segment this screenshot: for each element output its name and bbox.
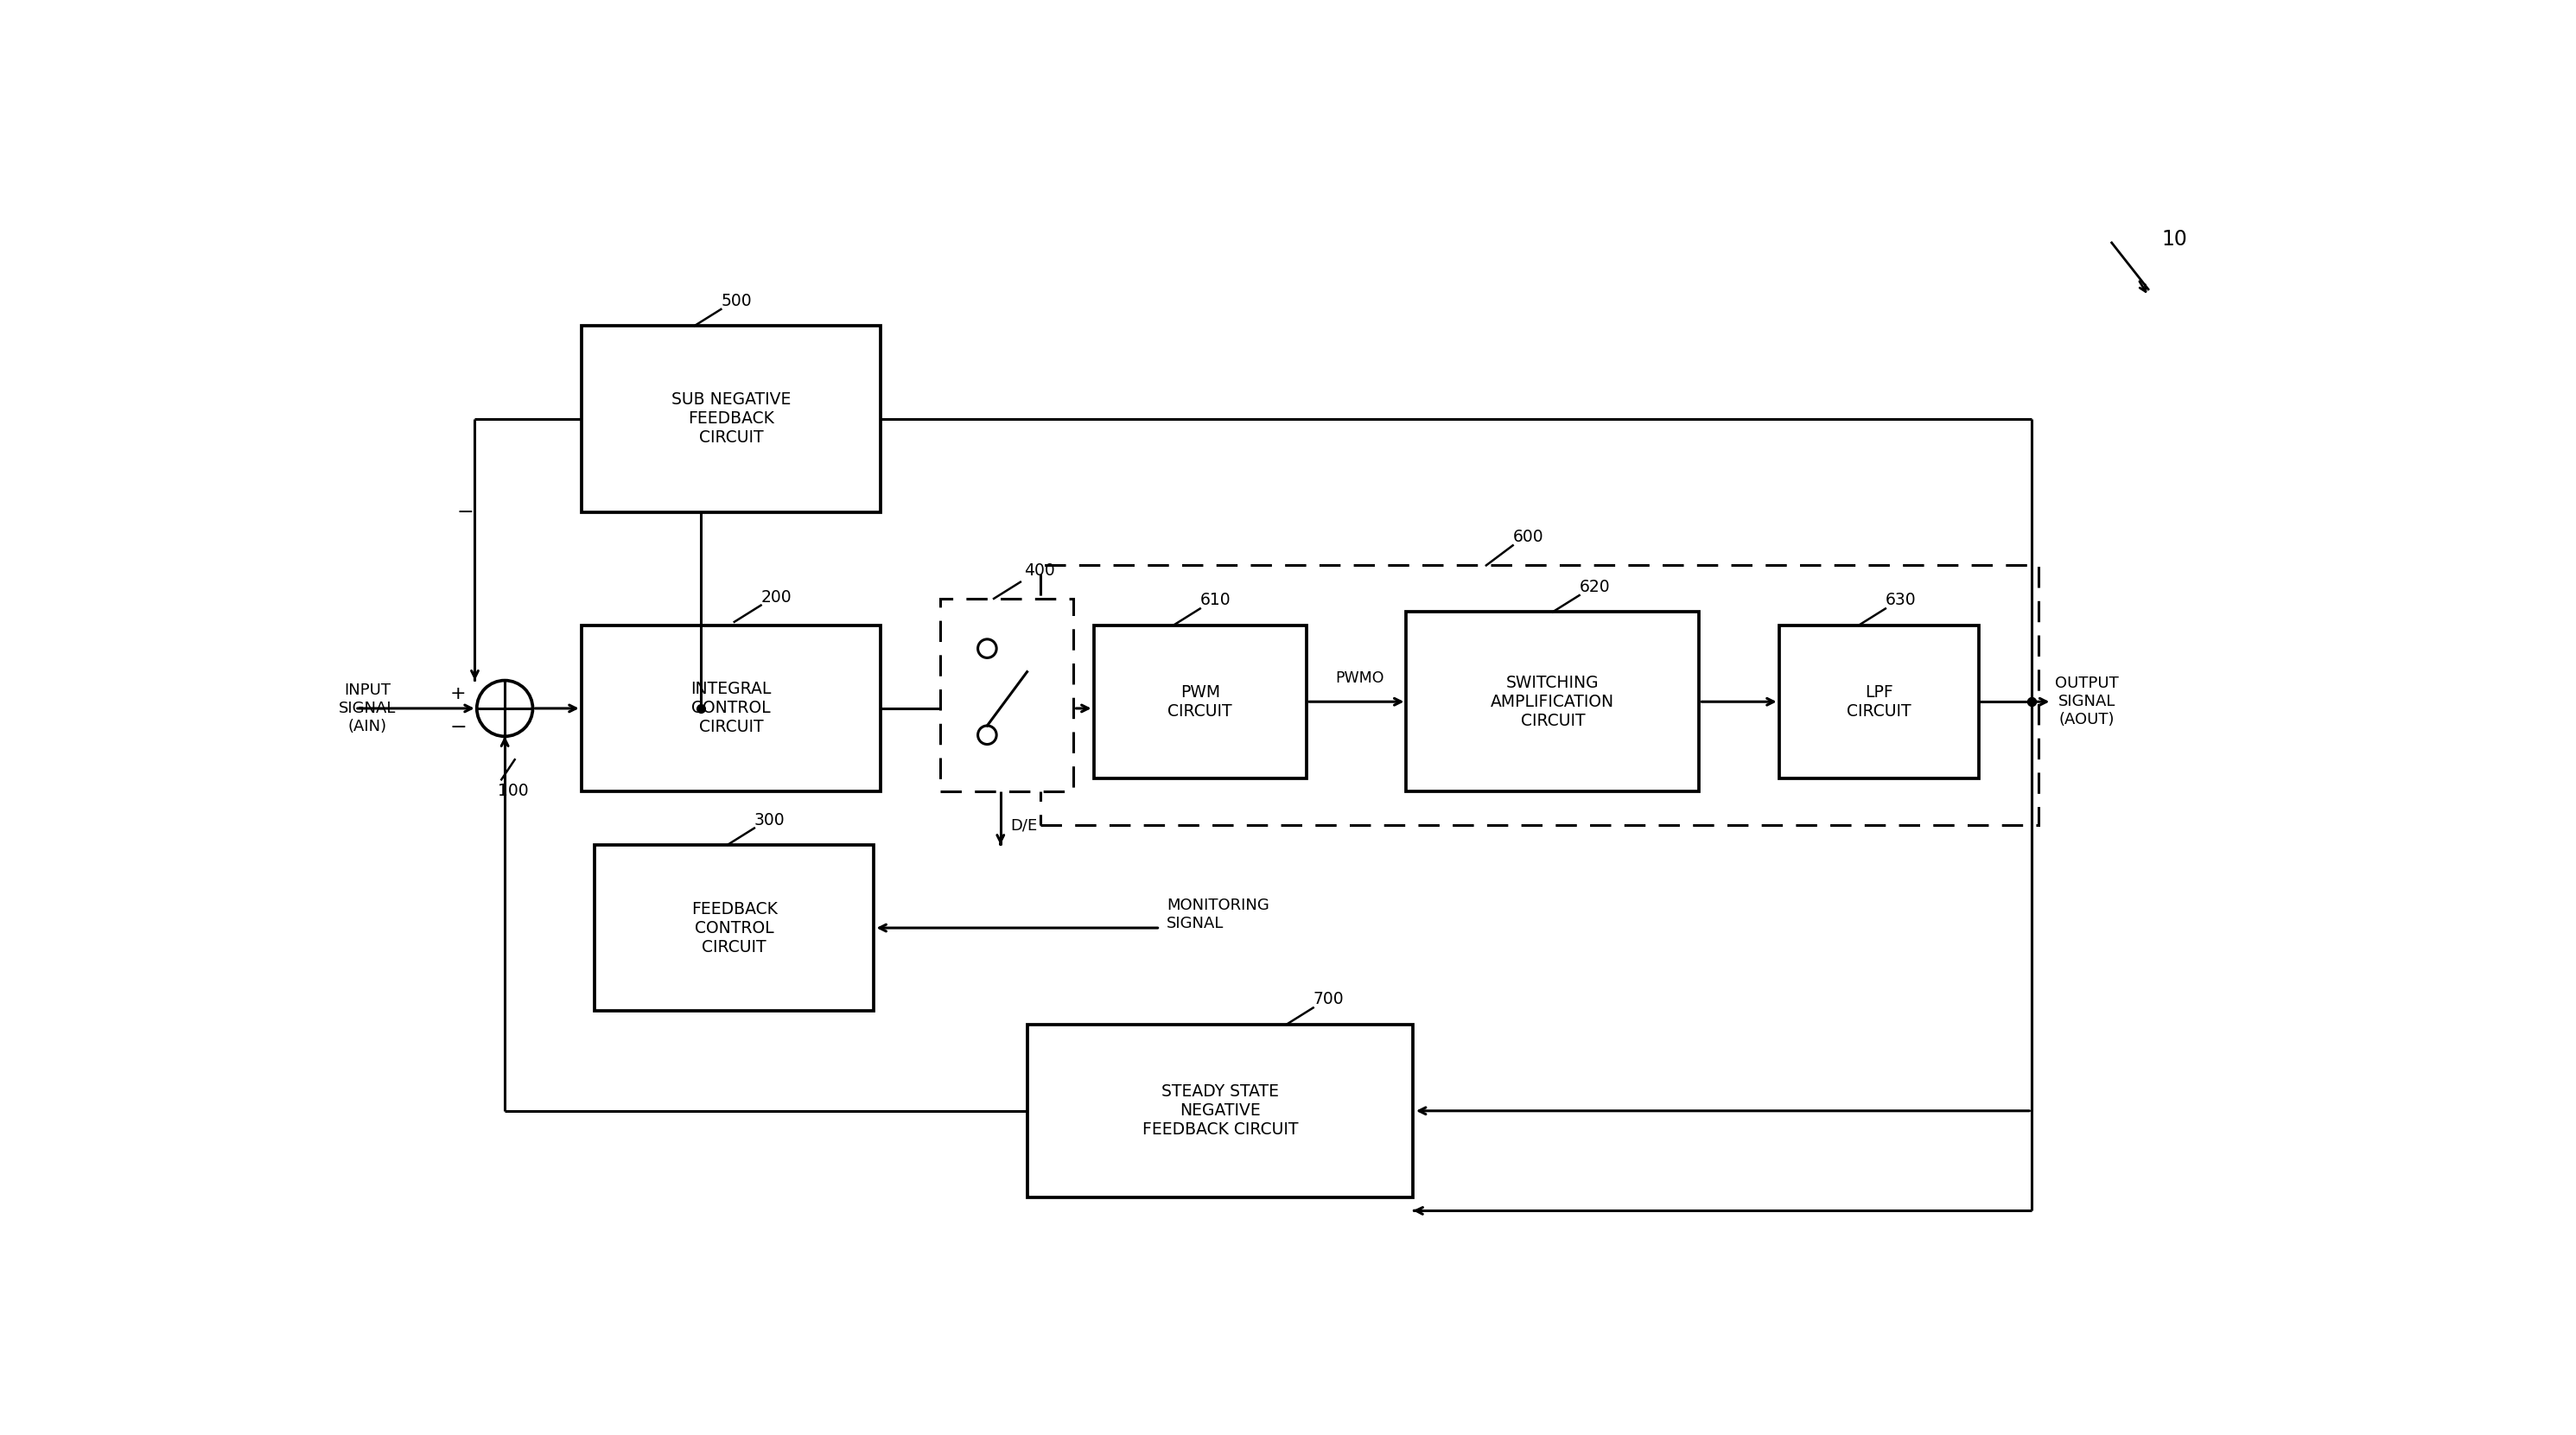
- Text: INPUT
SIGNAL
(AIN): INPUT SIGNAL (AIN): [337, 683, 397, 735]
- Text: 200: 200: [760, 588, 791, 606]
- Bar: [1095, 626, 1306, 778]
- Text: PWMO: PWMO: [1334, 670, 1383, 686]
- Bar: [582, 326, 881, 512]
- Text: +: +: [451, 684, 466, 702]
- Text: −: −: [456, 502, 474, 522]
- Bar: [595, 845, 873, 1012]
- Text: LPF
CIRCUIT: LPF CIRCUIT: [1847, 684, 1911, 719]
- Text: −: −: [451, 716, 466, 738]
- Text: 400: 400: [1023, 563, 1054, 578]
- Text: 300: 300: [755, 812, 786, 828]
- Text: PWM
CIRCUIT: PWM CIRCUIT: [1167, 684, 1231, 719]
- Text: STEADY STATE
NEGATIVE
FEEDBACK CIRCUIT: STEADY STATE NEGATIVE FEEDBACK CIRCUIT: [1141, 1083, 1298, 1138]
- Text: OUTPUT
SIGNAL
(AOUT): OUTPUT SIGNAL (AOUT): [2056, 676, 2120, 728]
- Text: 100: 100: [497, 784, 528, 799]
- Bar: [582, 626, 881, 792]
- Bar: [1028, 1025, 1414, 1197]
- Bar: [1041, 565, 2038, 825]
- Text: INTEGRAL
CONTROL
CIRCUIT: INTEGRAL CONTROL CIRCUIT: [690, 682, 770, 736]
- Text: 610: 610: [1200, 593, 1231, 608]
- Text: 630: 630: [1886, 593, 1917, 608]
- Bar: [1780, 626, 1978, 778]
- Text: 10: 10: [2161, 230, 2187, 250]
- Text: D/E: D/E: [1010, 818, 1038, 834]
- Text: SWITCHING
AMPLIFICATION
CIRCUIT: SWITCHING AMPLIFICATION CIRCUIT: [1492, 674, 1615, 729]
- Text: 620: 620: [1579, 578, 1610, 596]
- Text: 500: 500: [721, 293, 752, 309]
- Text: MONITORING
SIGNAL: MONITORING SIGNAL: [1167, 898, 1270, 931]
- Text: 600: 600: [1512, 530, 1543, 545]
- Text: 700: 700: [1314, 992, 1345, 1007]
- Text: FEEDBACK
CONTROL
CIRCUIT: FEEDBACK CONTROL CIRCUIT: [690, 901, 778, 956]
- Bar: [940, 598, 1074, 792]
- Text: SUB NEGATIVE
FEEDBACK
CIRCUIT: SUB NEGATIVE FEEDBACK CIRCUIT: [672, 392, 791, 446]
- Bar: [1406, 611, 1700, 792]
